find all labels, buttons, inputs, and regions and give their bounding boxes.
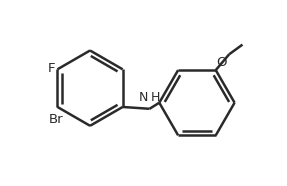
Text: O: O (216, 56, 227, 69)
Text: N: N (139, 91, 148, 104)
Text: Br: Br (49, 113, 63, 126)
Text: H: H (151, 91, 160, 104)
Text: F: F (48, 62, 55, 75)
